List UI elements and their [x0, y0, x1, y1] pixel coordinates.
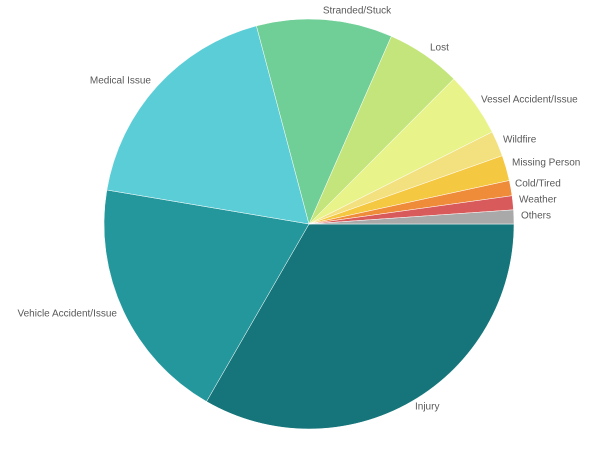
slice-label: Wildfire [503, 135, 537, 146]
slice-label: Lost [430, 43, 449, 54]
slice-label: Vessel Accident/Issue [481, 95, 578, 106]
pie-slice [256, 18, 392, 225]
pie-slice [103, 189, 310, 402]
slice-label: Weather [519, 195, 557, 206]
slice-label: Cold/Tired [515, 179, 561, 190]
slice-label: Stranded/Stuck [323, 6, 392, 17]
slice-label: Others [521, 211, 551, 222]
pie-slice [106, 25, 310, 225]
slice-label: Injury [415, 402, 439, 413]
pie-slice [206, 223, 515, 430]
slice-label: Medical Issue [90, 76, 152, 87]
pie-slice [308, 209, 515, 225]
slice-label: Vehicle Accident/Issue [17, 309, 117, 320]
slice-label: Missing Person [512, 158, 580, 169]
